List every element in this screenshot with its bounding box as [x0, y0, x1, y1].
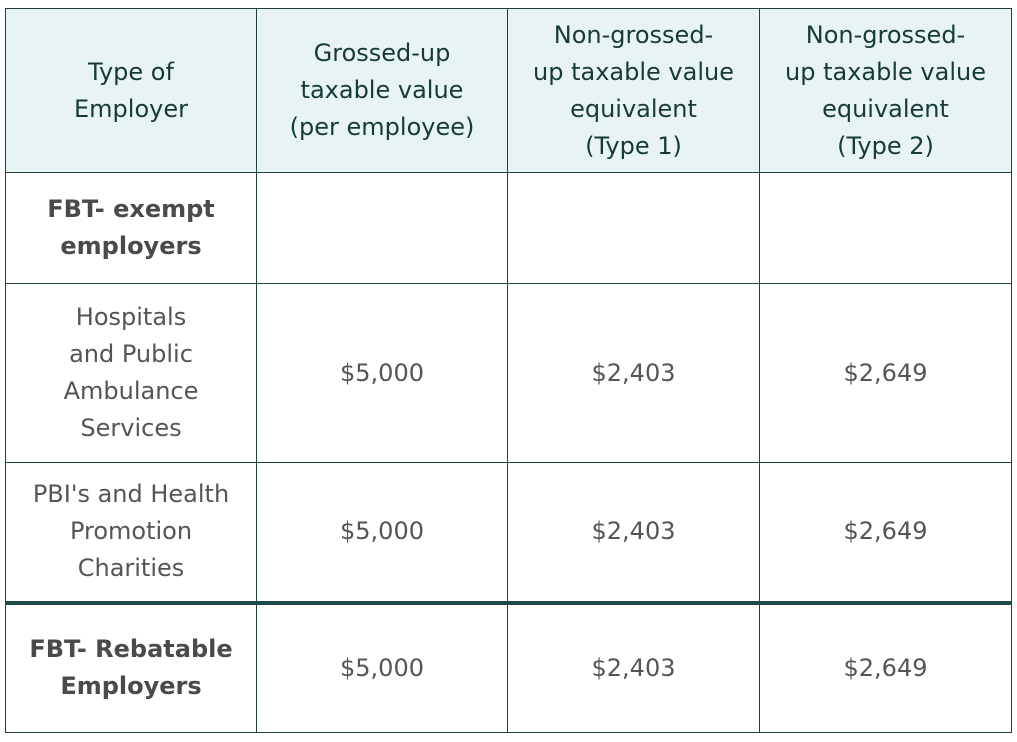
header-line: (per employee) [289, 113, 475, 141]
header-grossed-up-value: Grossed-up taxable value (per employee) [256, 8, 508, 173]
row-label: PBI's and Health Promotion Charities [5, 462, 257, 603]
cell-grossed-up: $5,000 [256, 283, 508, 463]
cell-grossed-up: $5,000 [256, 462, 508, 603]
header-line: (Type 1) [585, 131, 682, 160]
header-line: equivalent [822, 94, 949, 123]
label-line: FBT- Rebatable [29, 635, 233, 664]
row-label: FBT- Rebatable Employers [5, 600, 257, 733]
label-line: Promotion [69, 517, 193, 546]
table-row: PBI's and Health Promotion Charities $5,… [5, 462, 1012, 603]
label-line: PBI's and Health [32, 480, 230, 509]
header-line: Type of [88, 57, 174, 86]
header-line: Grossed-up [313, 39, 451, 67]
header-line: Non-grossed- [805, 20, 966, 49]
cell-grossed-up [256, 172, 508, 284]
table-row: FBT- exempt employers [5, 172, 1012, 284]
cell-type-1: $2,403 [507, 283, 760, 463]
row-label: FBT- exempt employers [5, 172, 257, 284]
cell-type-2 [759, 172, 1012, 284]
cell-grossed-up: $5,000 [256, 600, 508, 733]
fbt-value-table: Type of Employer Grossed-up taxable valu… [5, 8, 1012, 733]
row-label: Hospitals and Public Ambulance Services [5, 283, 257, 463]
cell-type-1: $2,403 [507, 462, 760, 603]
header-type-of-employer: Type of Employer [5, 8, 257, 173]
table-row: Hospitals and Public Ambulance Services … [5, 283, 1012, 463]
header-line: (Type 2) [837, 131, 934, 160]
cell-type-2: $2,649 [759, 283, 1012, 463]
label-line: Employers [60, 672, 202, 701]
cell-type-2: $2,649 [759, 462, 1012, 603]
label-line: Hospitals [75, 303, 187, 331]
header-non-grossed-type-2: Non-grossed- up taxable value equivalent… [759, 8, 1012, 173]
header-line: up taxable value [785, 57, 986, 86]
label-line: and Public [69, 340, 193, 368]
header-row: Type of Employer Grossed-up taxable valu… [5, 8, 1012, 173]
cell-type-1 [507, 172, 760, 284]
header-line: up taxable value [533, 57, 734, 86]
label-line: employers [60, 232, 202, 260]
header-non-grossed-type-1: Non-grossed- up taxable value equivalent… [507, 8, 760, 173]
label-line: Ambulance [63, 377, 199, 405]
header-line: Non-grossed- [553, 20, 714, 49]
header-line: equivalent [570, 94, 697, 123]
label-line: Charities [77, 554, 185, 583]
table-row: FBT- Rebatable Employers $5,000 $2,403 $… [5, 600, 1012, 733]
label-line: FBT- exempt [47, 195, 215, 223]
label-line: Services [80, 414, 182, 442]
cell-type-1: $2,403 [507, 600, 760, 733]
header-line: Employer [74, 94, 188, 123]
header-line: taxable value [300, 76, 464, 104]
cell-type-2: $2,649 [759, 600, 1012, 733]
